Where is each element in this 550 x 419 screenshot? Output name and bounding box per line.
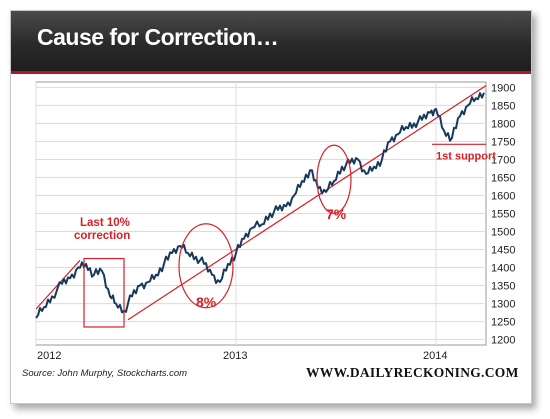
x-tick-label: 2013 <box>223 350 247 362</box>
trendline-support <box>127 85 486 321</box>
correction-box <box>83 257 125 328</box>
annotation-label: 1st support <box>436 150 496 162</box>
y-axis-ticks: 1200 1250 1300 1350 1400 1450 1500 1550 1600 1650… <box>491 82 515 346</box>
y-tick-label: 1800 <box>491 118 515 130</box>
annotation-label: 8% <box>196 294 217 310</box>
y-tick-label: 1350 <box>491 281 515 293</box>
gridlines <box>35 82 486 345</box>
price-line <box>35 92 485 319</box>
source-credit: Source: John Murphy, Stockcharts.com <box>22 368 188 379</box>
x-axis-ticks: 2012 2013 2014 <box>37 350 447 362</box>
y-tick-label: 1450 <box>491 245 515 257</box>
annotations: Last 10% correction 8% 7% 1st support <box>74 144 496 328</box>
y-tick-label: 1500 <box>491 227 515 239</box>
x-tick-label: 2012 <box>37 350 61 362</box>
y-tick-label: 1200 <box>491 335 515 347</box>
y-tick-label: 1250 <box>491 317 515 329</box>
annotation-label: Last 10% correction <box>74 217 130 242</box>
y-tick-label: 1700 <box>491 154 515 166</box>
y-tick-label: 1300 <box>491 299 515 311</box>
annotation-label: 7% <box>326 206 347 222</box>
x-tick-label: 2014 <box>423 350 447 362</box>
y-tick-label: 1400 <box>491 263 515 275</box>
y-tick-label: 1850 <box>491 100 515 112</box>
circle-8pct <box>178 223 234 309</box>
title-bar: Cause for Correction… <box>11 11 531 74</box>
y-tick-label: 1650 <box>491 172 515 184</box>
y-tick-label: 1750 <box>491 136 515 148</box>
chart-title: Cause for Correction… <box>37 24 279 50</box>
series-group <box>35 92 485 319</box>
y-tick-label: 1550 <box>491 209 515 221</box>
y-tick-label: 1600 <box>491 190 515 202</box>
brand-url[interactable]: WWW.DAILYRECKONING.COM <box>306 365 519 380</box>
circle-7pct <box>316 144 352 214</box>
y-tick-label: 1900 <box>491 82 515 94</box>
